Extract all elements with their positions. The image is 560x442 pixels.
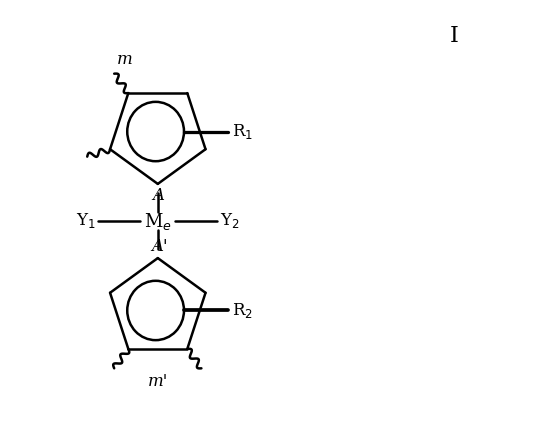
Text: A: A	[152, 187, 164, 204]
Text: Y$_1$: Y$_1$	[76, 212, 95, 230]
Text: R$_1$: R$_1$	[232, 122, 253, 141]
Text: M$_e$: M$_e$	[144, 210, 172, 232]
Text: m: m	[116, 51, 132, 69]
Text: Y$_2$: Y$_2$	[220, 212, 240, 230]
Text: R$_2$: R$_2$	[232, 301, 253, 320]
Text: A': A'	[151, 238, 168, 255]
Text: m': m'	[148, 373, 168, 390]
Text: I: I	[450, 25, 459, 46]
